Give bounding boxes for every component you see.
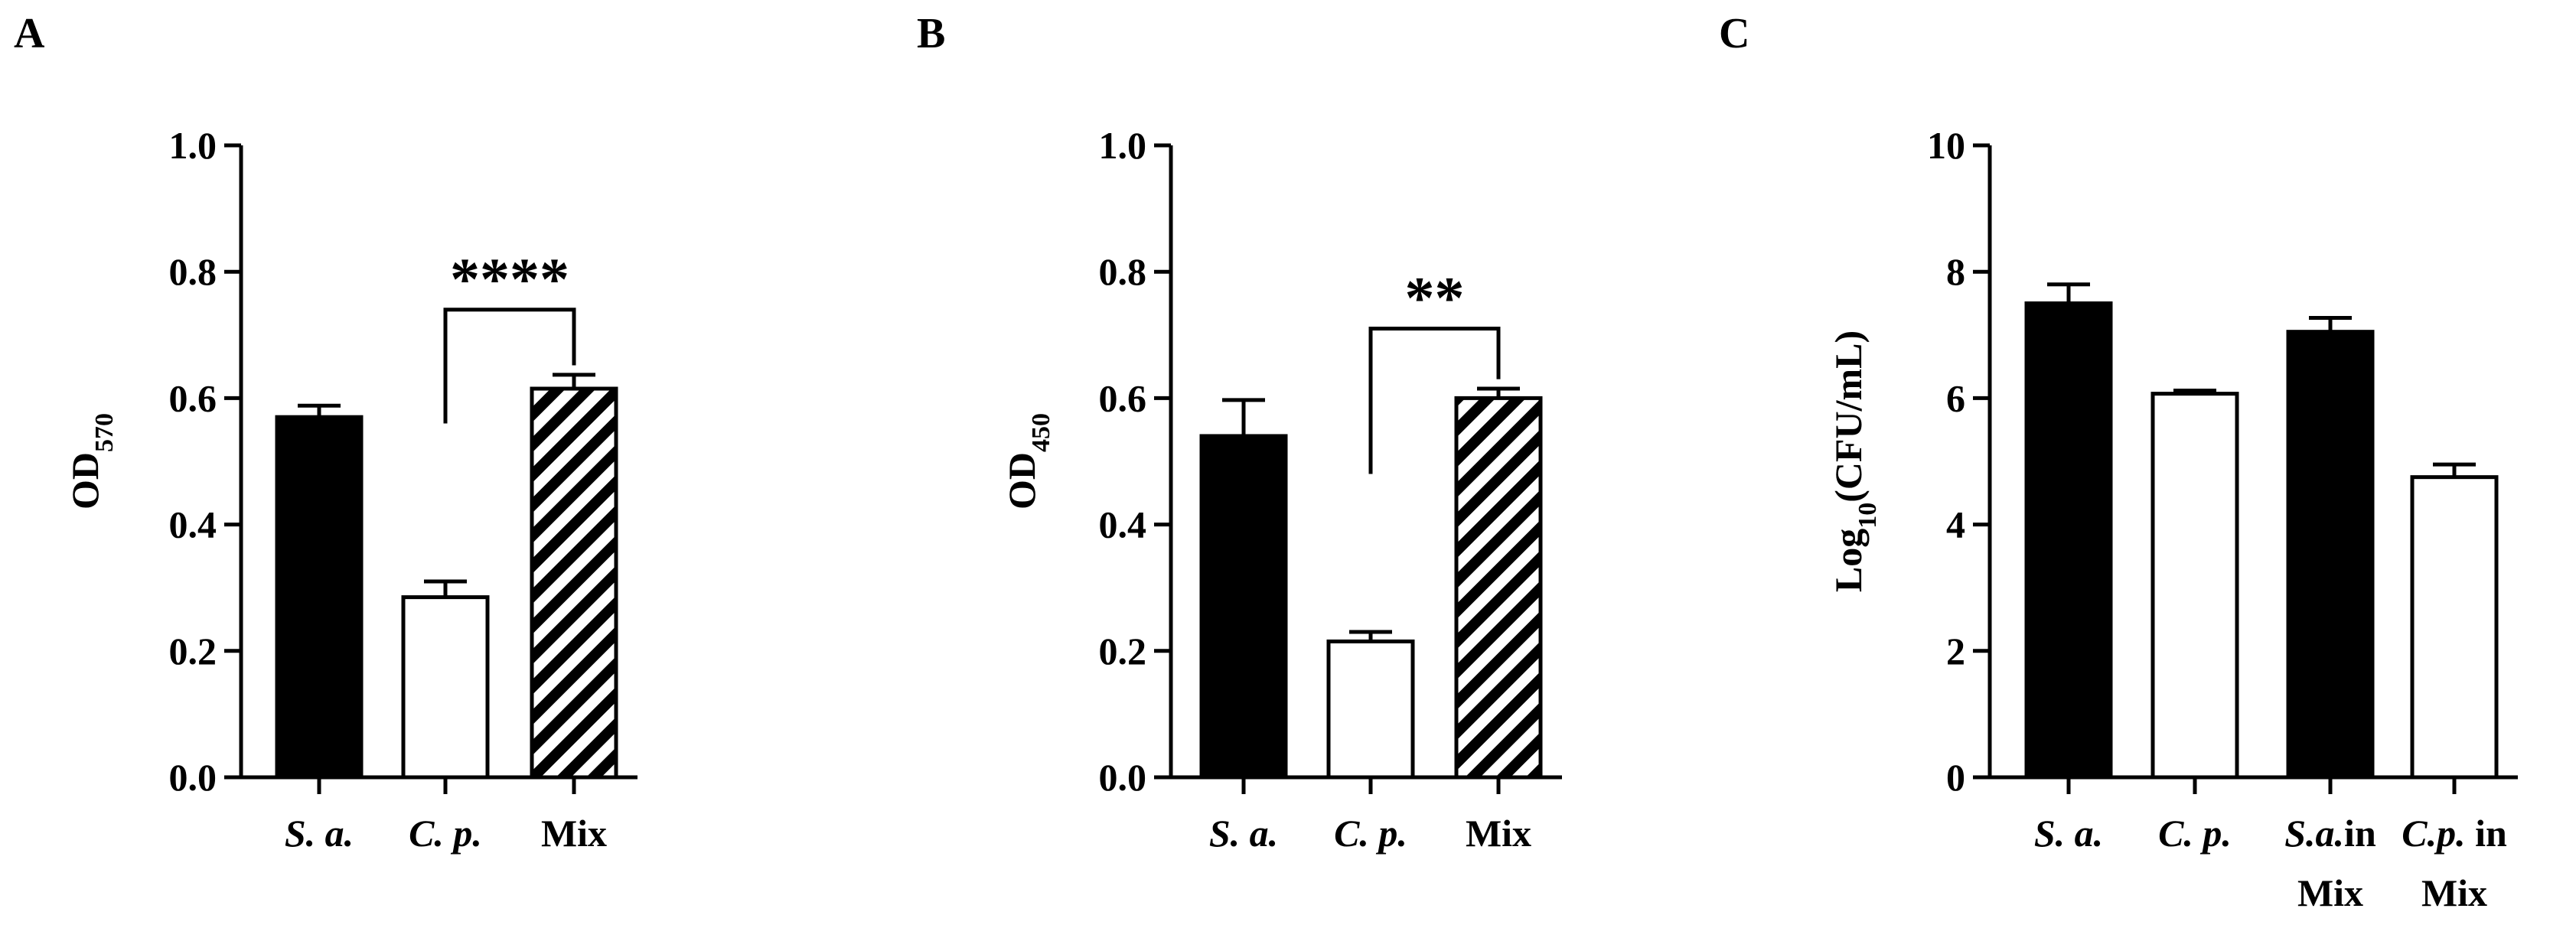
- x-category-label: C. p.: [1334, 812, 1407, 855]
- x-category-label: S. a.: [285, 812, 354, 855]
- significance-bracket: [443, 308, 576, 424]
- y-tick-label: 0.8: [169, 250, 217, 293]
- bar: [1326, 639, 1415, 780]
- x-category-label: C.p. in: [2402, 812, 2507, 855]
- y-tick-label: 0.2: [1099, 630, 1147, 672]
- y-tick-label: 0.4: [1099, 503, 1147, 546]
- y-tick-label: 0.0: [169, 756, 217, 799]
- chart-panel-b: B 0.0 0.2 0.4 0.6 0.8 1.0 OD450 S. a. C. p. Mix **: [917, 10, 1562, 855]
- y-axis-label: OD450: [1000, 413, 1055, 510]
- x-category-label: S.a.in: [2284, 812, 2376, 855]
- bar: [530, 386, 618, 780]
- y-tick-label: 1.0: [1099, 124, 1147, 167]
- x-category-label: C. p.: [409, 812, 482, 855]
- bar: [2286, 330, 2375, 780]
- x-category-label: Mix: [541, 812, 607, 855]
- bar: [1199, 434, 1288, 780]
- significance-label: **: [1405, 265, 1465, 331]
- y-axis-label: Log10(CFU/mL): [1827, 330, 1882, 592]
- y-tick-label: 10: [1927, 124, 1965, 167]
- y-tick-label: 6: [1946, 376, 1965, 419]
- x-category-label: S. a.: [2034, 812, 2103, 855]
- bar: [275, 415, 364, 780]
- y-tick-label: 1.0: [169, 124, 217, 167]
- chart-panel-a: A 0.0 0.2 0.4 0.6 0.8 1.0 OD570 S. a. C. p. Mix ***…: [14, 10, 637, 855]
- x-category-label: C. p.: [2158, 812, 2232, 855]
- y-tick-label: 0.6: [1099, 376, 1147, 419]
- bar: [401, 595, 490, 780]
- panel-label: B: [917, 10, 945, 57]
- y-tick-label: 0.8: [1099, 250, 1147, 293]
- bar: [1454, 396, 1543, 780]
- y-tick-label: 0: [1946, 756, 1965, 799]
- chart-panel-c: C 0 2 4 6 8 10 Log10(CFU/mL) S. a. C. p. S.a.in Mix…: [1719, 10, 2518, 914]
- bar: [2410, 475, 2499, 780]
- x-category-label: Mix: [2421, 871, 2487, 914]
- x-category-label: S. a.: [1209, 812, 1278, 855]
- panel-label: C: [1719, 10, 1749, 57]
- x-category-label: Mix: [2297, 871, 2363, 914]
- y-tick-label: 0.0: [1099, 756, 1147, 799]
- y-tick-label: 0.4: [169, 503, 217, 546]
- bar: [2024, 301, 2113, 780]
- significance-bracket: [1368, 327, 1501, 474]
- y-tick-label: 0.6: [169, 376, 217, 419]
- y-tick-label: 8: [1946, 250, 1965, 293]
- x-category-label: Mix: [1466, 812, 1531, 855]
- y-tick-label: 0.2: [169, 630, 217, 672]
- y-axis-label: OD570: [64, 413, 119, 510]
- y-tick-label: 4: [1946, 503, 1965, 546]
- bar: [2150, 392, 2239, 780]
- significance-label: ****: [450, 246, 569, 312]
- y-tick-label: 2: [1946, 630, 1965, 672]
- panel-label: A: [14, 10, 45, 57]
